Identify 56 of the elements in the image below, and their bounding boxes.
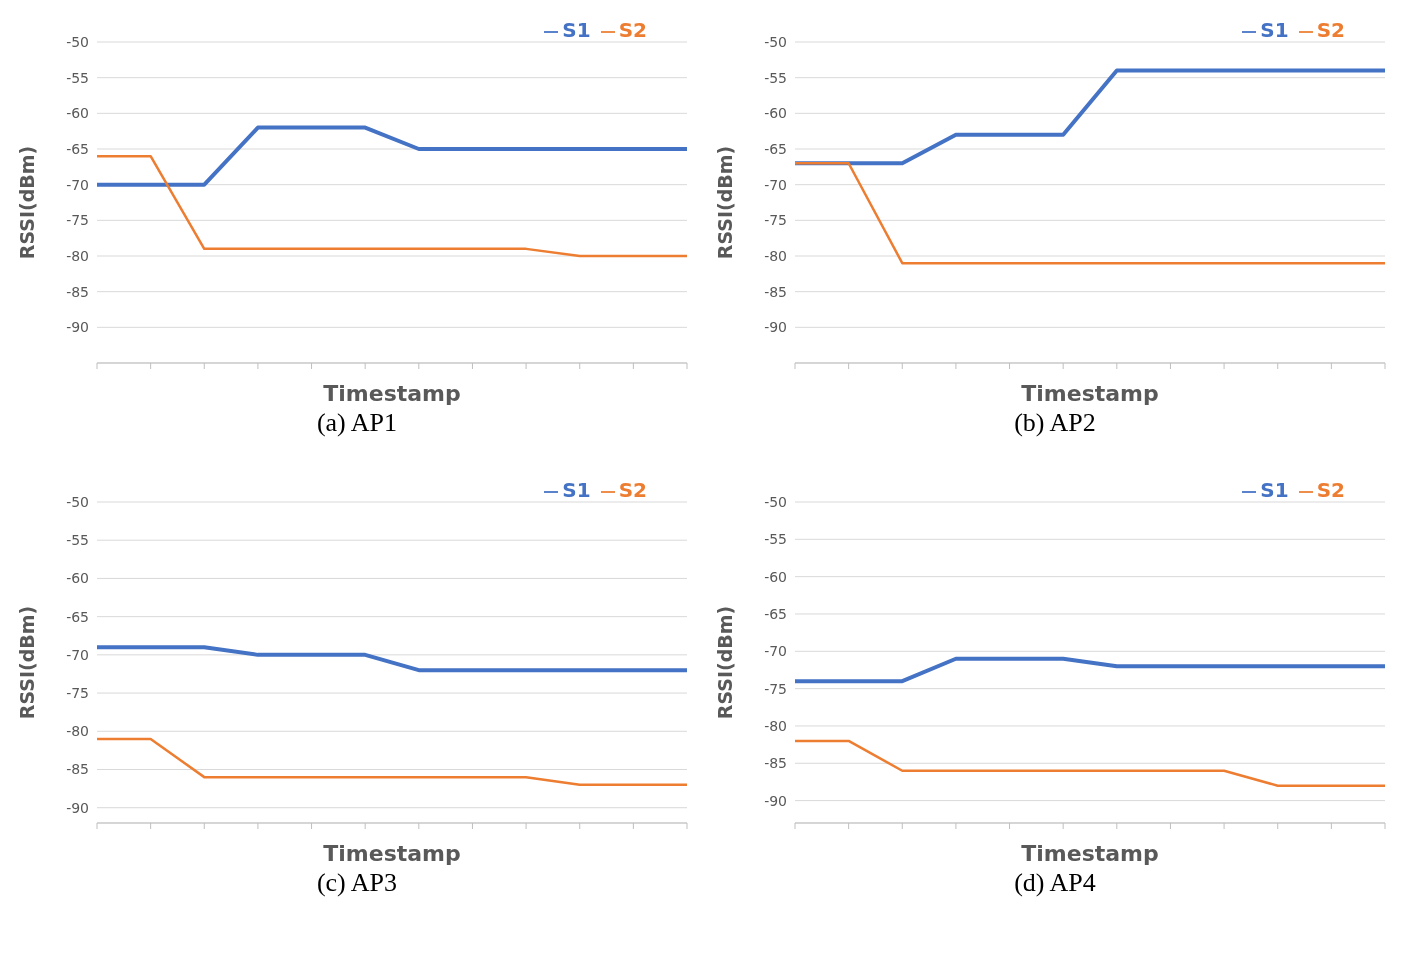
legend-label: S1 — [1260, 18, 1289, 42]
y-tick-label: -90 — [66, 319, 89, 336]
text: (a) AP1 — [315, 408, 399, 438]
y-tick-label: -50 — [66, 33, 89, 50]
y-axis-title: RSSI(dBm) — [15, 605, 38, 720]
y-tick-label: -55 — [764, 69, 787, 86]
x-axis-title: Timestamp — [1021, 381, 1159, 406]
legend-label: S1 — [562, 478, 591, 502]
x-axis-title: Timestamp — [323, 841, 461, 866]
y-tick-label: -80 — [66, 247, 89, 264]
y-tick-label: -55 — [764, 531, 787, 548]
legend-label: S1 — [562, 18, 591, 42]
y-tick-label: -70 — [66, 646, 89, 663]
y-tick-label: -85 — [66, 761, 89, 778]
y-tick-label: -55 — [66, 69, 89, 86]
y-tick-label: -75 — [66, 212, 89, 229]
y-tick-label: -90 — [66, 799, 89, 816]
y-tick-label: -85 — [764, 755, 787, 772]
y-tick-label: -50 — [764, 493, 787, 510]
y-tick-label: -65 — [66, 140, 89, 157]
legend-label: S2 — [1316, 478, 1345, 502]
y-tick-label: -80 — [66, 723, 89, 740]
x-axis-title: Timestamp — [323, 381, 461, 406]
y-tick-label: -70 — [66, 176, 89, 193]
y-tick-label: -65 — [66, 608, 89, 625]
y-tick-label: -80 — [764, 247, 787, 264]
legend-label: S2 — [618, 478, 647, 502]
y-tick-label: -50 — [764, 33, 787, 50]
y-tick-label: -60 — [66, 570, 89, 587]
y-tick-label: -75 — [66, 685, 89, 702]
y-tick-label: -55 — [66, 532, 89, 549]
y-tick-label: -90 — [764, 792, 787, 809]
text: (d) AP4 — [1013, 868, 1097, 898]
y-tick-label: -65 — [764, 605, 787, 622]
y-tick-label: -90 — [764, 319, 787, 336]
text: (c) AP3 — [315, 868, 399, 898]
y-tick-label: -75 — [764, 212, 787, 229]
y-tick-label: -70 — [764, 176, 787, 193]
y-tick-label: -80 — [764, 717, 787, 734]
y-tick-label: -60 — [764, 105, 787, 122]
y-tick-label: -70 — [764, 643, 787, 660]
y-axis-title: RSSI(dBm) — [15, 145, 38, 260]
y-tick-label: -60 — [66, 105, 89, 122]
y-axis-title: RSSI(dBm) — [713, 605, 736, 720]
y-tick-label: -65 — [764, 140, 787, 157]
y-tick-label: -75 — [764, 680, 787, 697]
x-axis-title: Timestamp — [1021, 841, 1159, 866]
legend-label: S2 — [1316, 18, 1345, 42]
legend-label: S2 — [618, 18, 647, 42]
legend-label: S1 — [1260, 478, 1289, 502]
y-axis-title: RSSI(dBm) — [713, 145, 736, 260]
y-tick-label: -60 — [764, 568, 787, 585]
text: (b) AP2 — [1013, 408, 1097, 438]
y-tick-label: -50 — [66, 493, 89, 510]
y-tick-label: -85 — [66, 283, 89, 300]
y-tick-label: -85 — [764, 283, 787, 300]
